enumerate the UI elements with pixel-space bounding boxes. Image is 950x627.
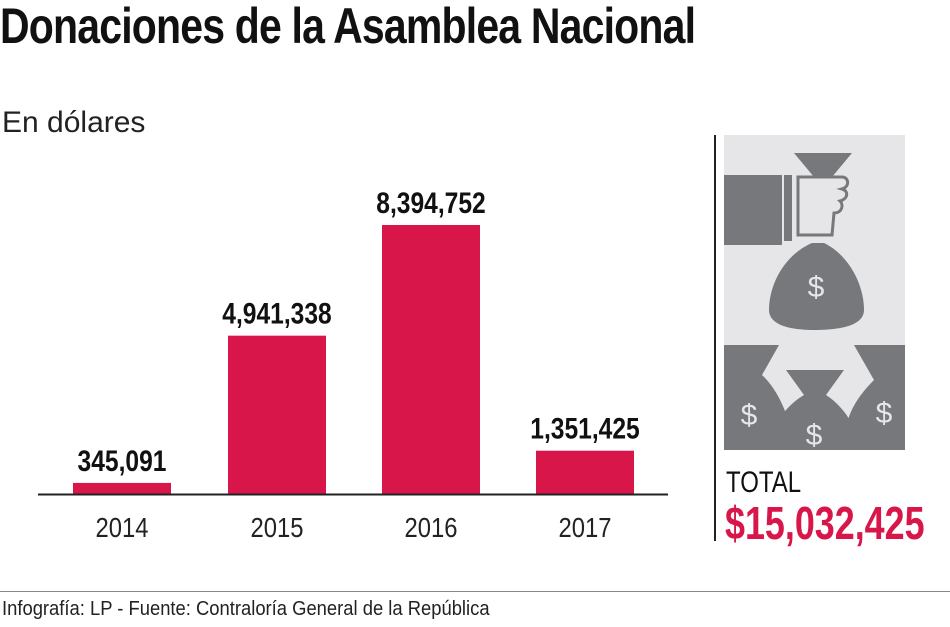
chart-title: Donaciones de la Asamblea Nacional: [0, 0, 848, 52]
total-value-text: $15,032,425: [725, 497, 925, 549]
bar-2015: [228, 335, 326, 494]
x-tick-2015: 2015: [251, 511, 304, 543]
footer-credit-text: Infografía: LP - Fuente: Contraloría Gen…: [2, 598, 490, 620]
chart-title-text: Donaciones de la Asamblea Nacional: [0, 0, 696, 54]
x-tick-2014: 2014: [96, 511, 149, 543]
footer-divider: [0, 591, 950, 592]
svg-text:$: $: [806, 419, 823, 450]
footer-credit: Infografía: LP - Fuente: Contraloría Gen…: [2, 598, 532, 621]
total-value: $15,032,425: [725, 496, 950, 550]
total-label-text: TOTAL: [726, 466, 802, 499]
bar-2017: [536, 450, 634, 494]
x-tick-2017: 2017: [559, 511, 612, 543]
data-label-2015: 4,941,338: [222, 296, 331, 330]
money-bags-icon: $ $ $ $: [724, 135, 905, 450]
bar-chart: 345,091 2014 4,941,338 2015 8,394,752 2016 1,3…: [38, 186, 668, 543]
chart-subtitle: En dólares: [2, 106, 146, 139]
data-label-2016: 8,394,752: [376, 186, 485, 220]
bar-2016: [382, 225, 480, 494]
divider: [714, 135, 716, 541]
total-label: TOTAL: [726, 466, 820, 500]
data-label-2017: 1,351,425: [530, 411, 639, 445]
x-tick-2016: 2016: [405, 511, 458, 543]
bar-2014: [73, 482, 171, 494]
data-label-2014: 345,091: [78, 444, 167, 478]
svg-text:$: $: [876, 397, 893, 430]
svg-text:$: $: [808, 271, 825, 304]
svg-text:$: $: [741, 399, 758, 432]
